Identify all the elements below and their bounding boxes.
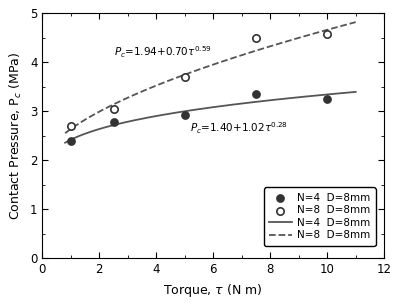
N=4  D=8mm: [353, 90, 358, 94]
N=8  D=8mm: [68, 123, 74, 128]
Line: N=4  D=8mm: N=4 D=8mm: [65, 92, 356, 143]
N=8  D=8mm: [64, 130, 68, 134]
N=8  D=8mm: [110, 107, 117, 111]
N=8  D=8mm: [353, 20, 358, 24]
N=4  D=8mm: [326, 92, 331, 96]
N=4  D=8mm: [64, 140, 68, 144]
N=4  D=8mm: [110, 120, 117, 125]
N=4  D=8mm: [253, 92, 259, 97]
Y-axis label: Contact Pressure, P$_c$ (MPa): Contact Pressure, P$_c$ (MPa): [8, 52, 24, 220]
N=4  D=8mm: [324, 97, 330, 102]
N=4  D=8mm: [182, 113, 188, 118]
N=8  D=8mm: [326, 28, 331, 31]
N=8  D=8mm: [63, 131, 68, 135]
N=4  D=8mm: [68, 138, 74, 143]
N=8  D=8mm: [324, 31, 330, 36]
N=8  D=8mm: [240, 53, 245, 56]
N=4  D=8mm: [63, 141, 68, 145]
Line: N=8  D=8mm: N=8 D=8mm: [65, 22, 356, 133]
N=4  D=8mm: [235, 102, 240, 106]
N=4  D=8mm: [240, 102, 245, 105]
X-axis label: Torque, $\tau$ (N m): Torque, $\tau$ (N m): [164, 282, 263, 299]
Text: $P_c$=1.94+0.70$\tau^{0.59}$: $P_c$=1.94+0.70$\tau^{0.59}$: [114, 45, 211, 60]
N=8  D=8mm: [182, 75, 188, 80]
Legend: N=4  D=8mm, N=8  D=8mm, N=4  D=8mm, N=8  D=8mm: N=4 D=8mm, N=8 D=8mm, N=4 D=8mm, N=8 D=8…: [264, 188, 376, 246]
N=4  D=8mm: [308, 94, 312, 98]
Text: $P_c$=1.40+1.02$\tau^{0.28}$: $P_c$=1.40+1.02$\tau^{0.28}$: [190, 120, 288, 136]
N=8  D=8mm: [236, 54, 240, 58]
N=4  D=8mm: [236, 102, 240, 106]
N=8  D=8mm: [253, 35, 259, 40]
N=8  D=8mm: [235, 55, 240, 58]
N=8  D=8mm: [308, 33, 312, 37]
